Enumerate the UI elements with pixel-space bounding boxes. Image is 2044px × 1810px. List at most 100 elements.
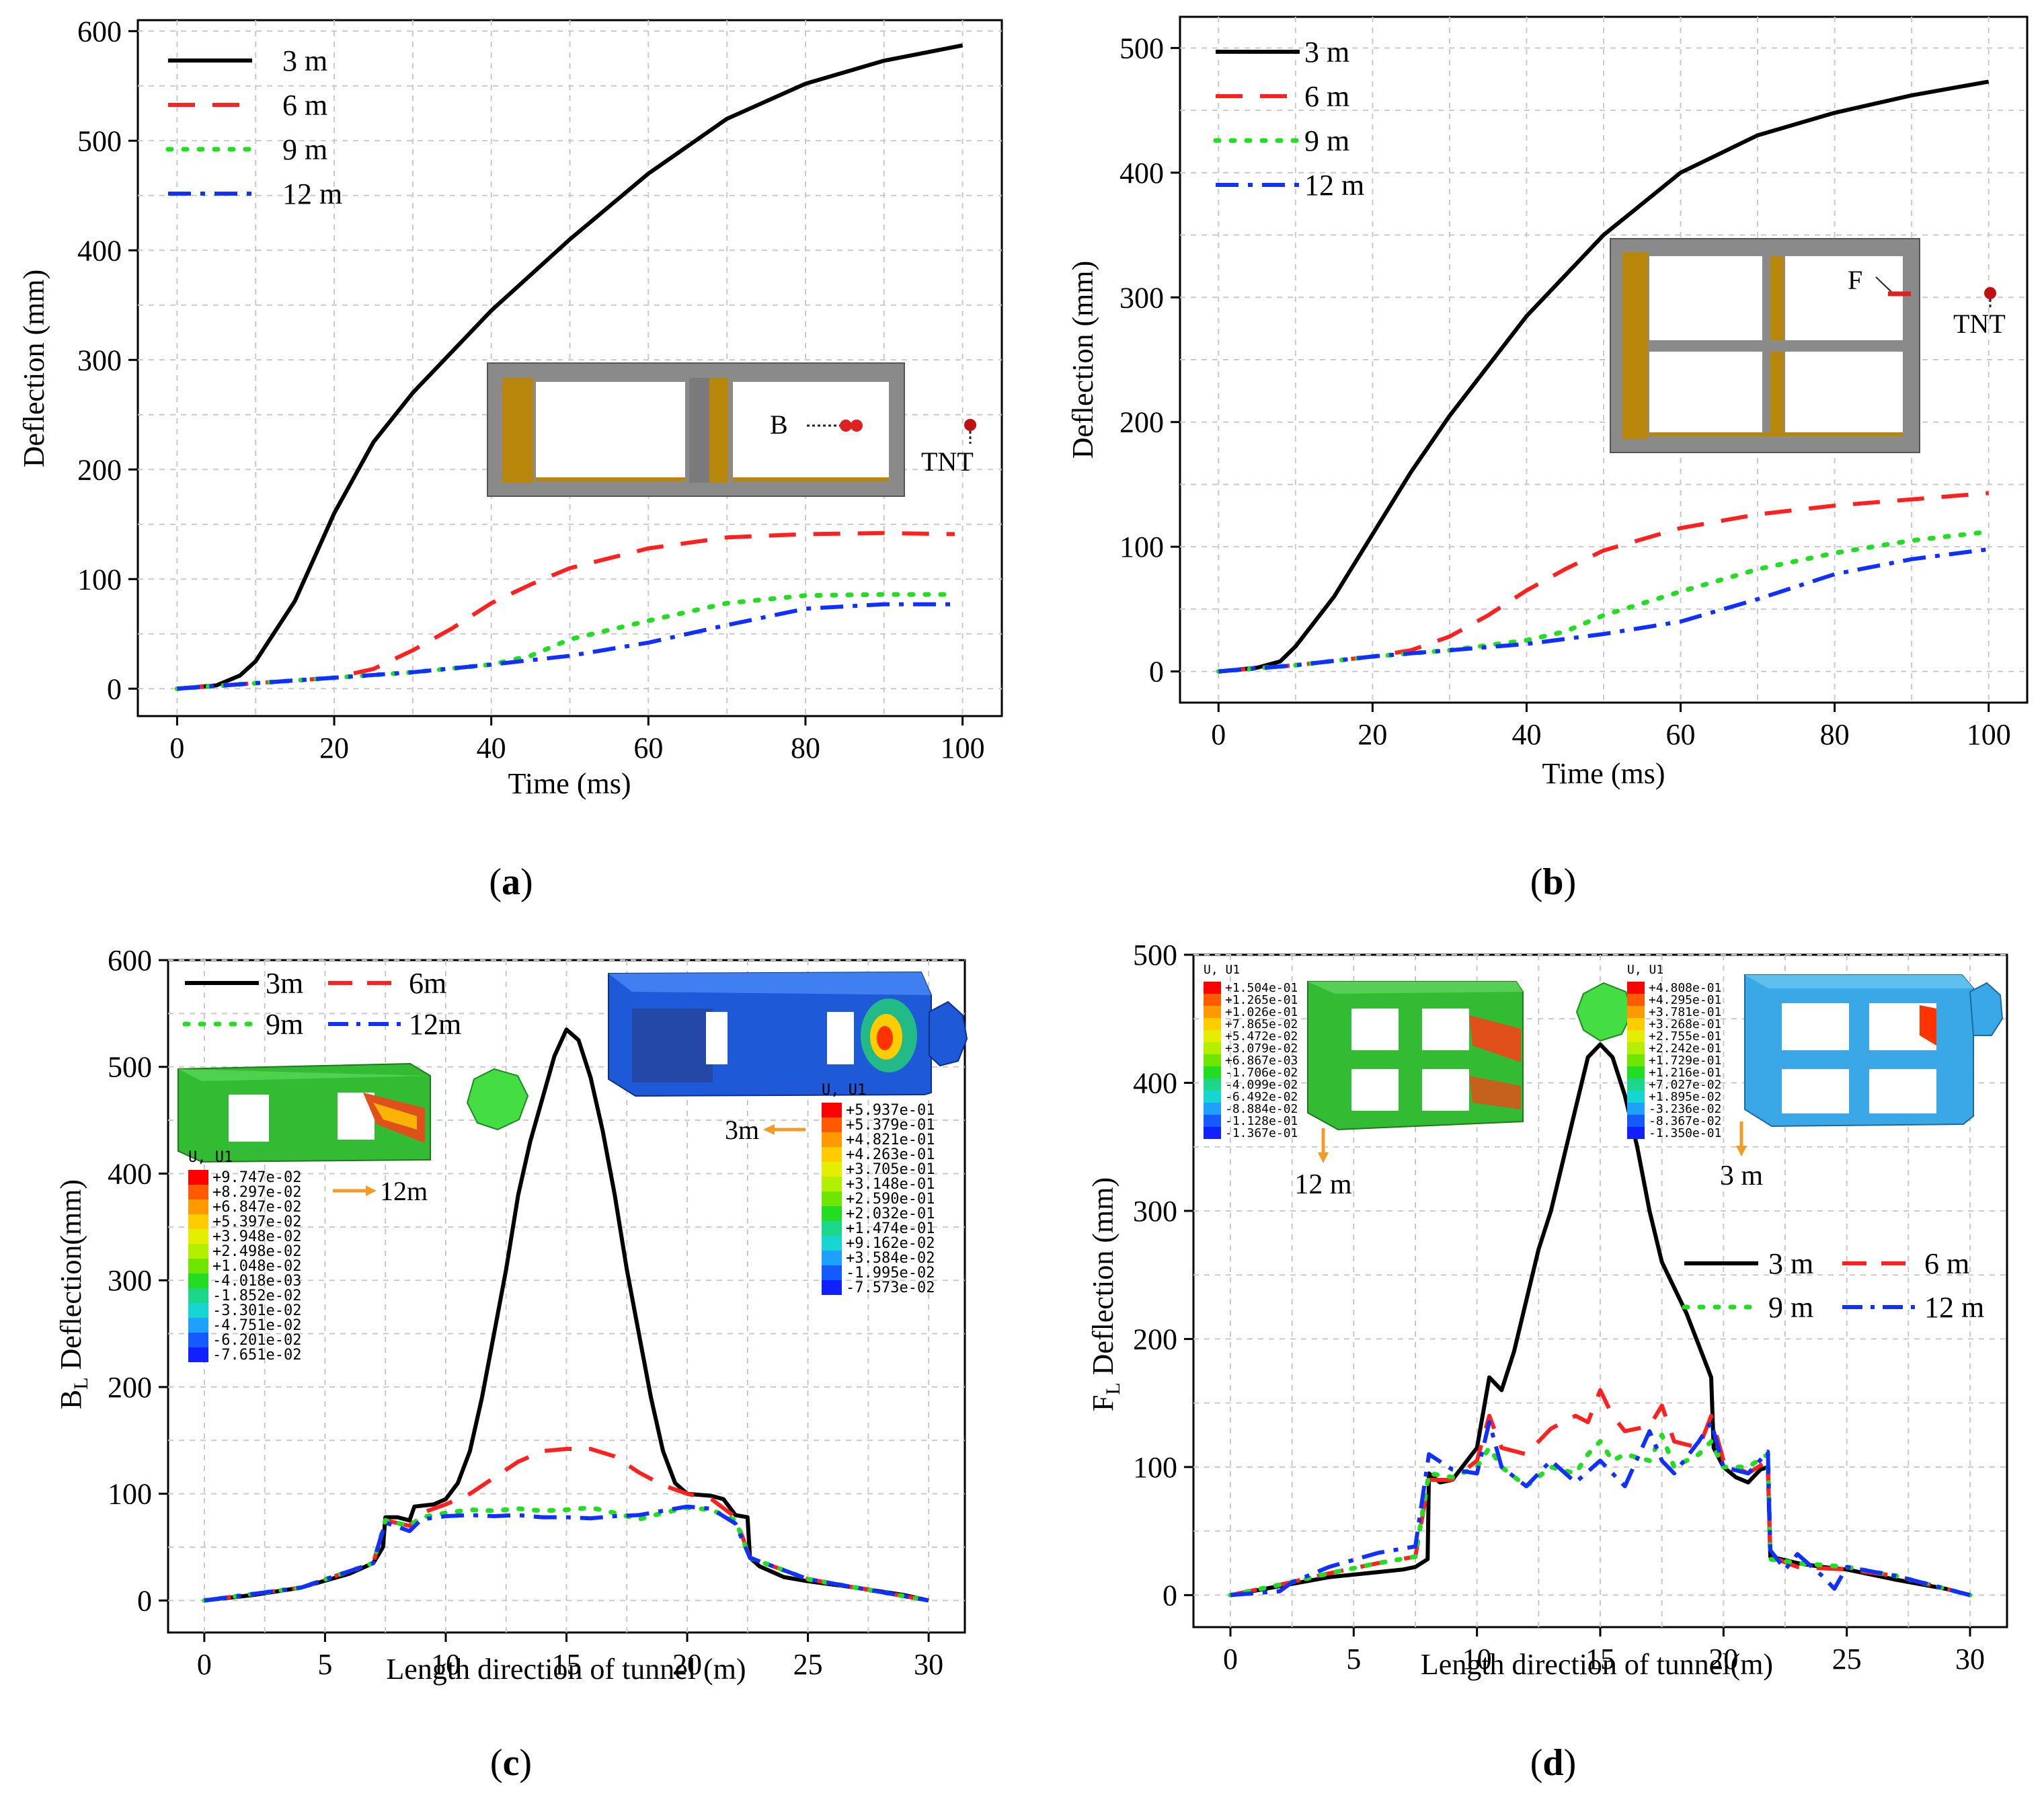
y-tick-label: 300	[1119, 281, 1164, 314]
contour-value: +3.148e-01	[846, 1176, 935, 1193]
contour-value: +5.397e-02	[212, 1214, 301, 1230]
contour-swatch	[1204, 1091, 1221, 1103]
y-tick-label: 500	[77, 124, 122, 157]
x-tick-label: 5	[317, 1648, 332, 1681]
contour-swatch	[822, 1236, 842, 1251]
label-12m-c: 12m	[380, 1176, 428, 1206]
contour-swatch	[1204, 1042, 1221, 1054]
panel-label-b: (b)	[1530, 861, 1576, 903]
contour-swatch	[1204, 1078, 1221, 1091]
contour-value: +4.263e-01	[846, 1146, 935, 1163]
legend-b-label-2: 6 m	[1304, 80, 1349, 113]
contour-legend-c-left: U, U1 +9.747e-02+8.297e-02+6.847e-02+5.39…	[188, 1149, 301, 1364]
fe-model-d-3m	[1744, 974, 2004, 1128]
contour-swatch	[822, 1191, 842, 1206]
series-line-d-2	[1230, 1388, 1971, 1598]
contour-value: +3.584e-02	[846, 1250, 935, 1267]
contour-value: +7.865e-02	[1225, 1017, 1298, 1031]
y-tick-label: 600	[108, 944, 152, 977]
legend-a-label-4: 12 m	[282, 178, 342, 210]
y-tick-label: 100	[1133, 1451, 1177, 1484]
y-tick-label: 100	[77, 563, 122, 596]
contour-swatch	[1204, 1127, 1221, 1139]
y-tick-label: 400	[1119, 157, 1164, 190]
legend-c: 3m 6m 9m 12m	[182, 967, 461, 1041]
panel-label-c: (c)	[490, 1742, 532, 1784]
contour-swatch	[188, 1229, 208, 1244]
y-tick-label: 200	[77, 453, 122, 486]
contour-swatch	[1627, 1066, 1645, 1078]
x-tick-label: 0	[1223, 1643, 1238, 1676]
contour-swatch	[1627, 982, 1645, 994]
contour-value: +6.847e-02	[212, 1199, 301, 1216]
contour-value: +2.242e-01	[1649, 1041, 1721, 1056]
x-tick-label: 15	[552, 1648, 582, 1681]
x-tick-label: 0	[197, 1648, 212, 1681]
xlabel-a: Time (ms)	[508, 767, 631, 800]
legend-c-label-4: 12m	[409, 1008, 461, 1041]
explosive-sphere-c	[466, 1068, 529, 1131]
tunnel-section-inset-b	[1610, 238, 1920, 453]
legend-a: 3 m 6 m 9 m 12 m	[165, 44, 342, 210]
x-tick-label: 5	[1346, 1643, 1361, 1676]
contour-swatch	[1204, 1066, 1221, 1078]
contour-swatch	[188, 1288, 208, 1303]
series-line-c-4	[204, 1504, 929, 1603]
fe-model-c-3m	[608, 971, 968, 1097]
contour-swatch	[188, 1303, 208, 1318]
label-3m-c: 3m	[725, 1115, 759, 1145]
contour-value: +3.948e-02	[212, 1228, 301, 1245]
legend-a-label-2: 6 m	[282, 89, 327, 122]
y-tick-label: 100	[1119, 530, 1164, 563]
contour-value: +5.472e-02	[1225, 1029, 1298, 1044]
contour-value: -3.236e-02	[1649, 1102, 1721, 1116]
explosive-sphere-d	[1575, 982, 1634, 1042]
contour-value: +8.297e-02	[212, 1184, 301, 1201]
contour-swatch	[822, 1280, 842, 1295]
contour-swatch	[822, 1221, 842, 1236]
contour-value: +6.867e-03	[1225, 1054, 1298, 1068]
contour-swatch	[1627, 1115, 1645, 1127]
x-tick-label: 30	[1955, 1643, 1985, 1676]
x-tick-label: 15	[1585, 1643, 1615, 1676]
contour-swatch	[1204, 1006, 1221, 1018]
contour-swatch	[822, 1103, 842, 1117]
panel-a: 0 20 40 60 80 100 0 100 200 300 400 500 600 Time (ms…	[17, 15, 1003, 903]
contour-swatch	[188, 1347, 208, 1362]
fe-model-c-12m	[178, 1062, 431, 1163]
series-line-a-2	[177, 530, 955, 691]
contour-value: -1.367e-01	[1225, 1126, 1298, 1140]
contour-value: -1.995e-02	[846, 1265, 935, 1282]
series-line-c-3	[202, 1505, 931, 1603]
contour-value: -4.018e-03	[212, 1273, 301, 1290]
contour-value: +7.027e-02	[1649, 1078, 1721, 1092]
y-tick-label: 500	[1133, 939, 1177, 972]
contour-value: +4.821e-01	[846, 1132, 935, 1148]
x-tick-label: 25	[1832, 1643, 1862, 1676]
contour-swatch	[188, 1170, 208, 1185]
y-tick-label: 0	[1163, 1579, 1177, 1612]
contour-swatch	[1204, 1054, 1221, 1066]
xlabel-d: Length direction of tunnel(m)	[1421, 1648, 1773, 1681]
contour-swatch	[1627, 1006, 1645, 1018]
contour-swatch	[822, 1162, 842, 1177]
y-tick-label: 200	[108, 1371, 152, 1404]
panel-label-d: (d)	[1530, 1742, 1576, 1784]
x-tick-label: 80	[1820, 718, 1850, 751]
contour-value: +1.048e-02	[212, 1258, 301, 1275]
f-leader-line	[1875, 276, 1893, 294]
xlabel-b: Time (ms)	[1542, 757, 1665, 790]
contour-value: +2.590e-01	[846, 1191, 935, 1208]
label-tnt-a: TNT	[921, 446, 974, 477]
contour-value: -4.751e-02	[212, 1317, 301, 1334]
contour-value: -8.884e-02	[1225, 1102, 1298, 1116]
y-tick-label: 0	[107, 672, 122, 705]
arrow-12m-d-head	[1318, 1152, 1329, 1163]
y-tick-label: 200	[1133, 1323, 1177, 1355]
legend-c-label-3: 9m	[266, 1008, 303, 1041]
y-tick-label: 400	[1133, 1066, 1177, 1099]
contour-swatch	[1204, 1103, 1221, 1115]
legend-d-label-4: 12 m	[1924, 1291, 1984, 1324]
